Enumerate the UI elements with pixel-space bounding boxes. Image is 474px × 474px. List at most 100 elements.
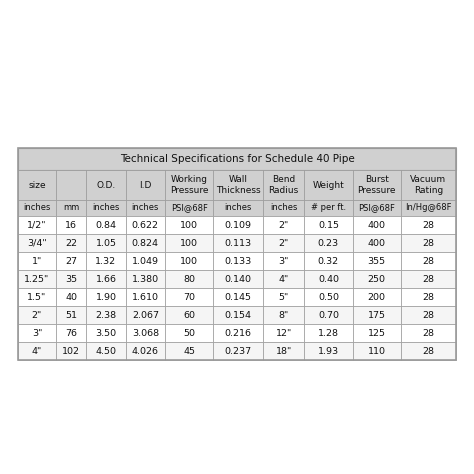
FancyBboxPatch shape xyxy=(56,288,86,306)
FancyBboxPatch shape xyxy=(86,216,126,234)
Text: 0.133: 0.133 xyxy=(225,256,252,265)
FancyBboxPatch shape xyxy=(56,200,86,216)
FancyBboxPatch shape xyxy=(18,200,56,216)
Text: 16: 16 xyxy=(65,220,77,229)
FancyBboxPatch shape xyxy=(401,288,456,306)
FancyBboxPatch shape xyxy=(304,324,353,342)
Text: 40: 40 xyxy=(65,292,77,301)
Text: 0.32: 0.32 xyxy=(318,256,339,265)
FancyBboxPatch shape xyxy=(165,252,213,270)
Text: 175: 175 xyxy=(368,310,386,319)
Text: 2.38: 2.38 xyxy=(95,310,117,319)
Text: Weight: Weight xyxy=(312,181,344,190)
Text: In/Hg@68F: In/Hg@68F xyxy=(405,203,452,212)
FancyBboxPatch shape xyxy=(165,324,213,342)
Text: 12": 12" xyxy=(275,328,292,337)
FancyBboxPatch shape xyxy=(263,324,304,342)
Text: 50: 50 xyxy=(183,328,195,337)
Text: 400: 400 xyxy=(368,238,386,247)
Text: 80: 80 xyxy=(183,274,195,283)
FancyBboxPatch shape xyxy=(18,306,56,324)
Text: PSI@68F: PSI@68F xyxy=(171,203,208,212)
Text: 0.154: 0.154 xyxy=(225,310,252,319)
FancyBboxPatch shape xyxy=(401,306,456,324)
Text: inches: inches xyxy=(92,203,119,212)
Text: 1.5": 1.5" xyxy=(27,292,46,301)
FancyBboxPatch shape xyxy=(401,324,456,342)
Text: 4": 4" xyxy=(279,274,289,283)
Text: 100: 100 xyxy=(180,220,198,229)
FancyBboxPatch shape xyxy=(213,288,263,306)
Text: 0.140: 0.140 xyxy=(225,274,252,283)
FancyBboxPatch shape xyxy=(304,288,353,306)
Text: 2": 2" xyxy=(279,220,289,229)
FancyBboxPatch shape xyxy=(56,252,86,270)
Text: 4": 4" xyxy=(32,346,42,356)
Text: 0.109: 0.109 xyxy=(225,220,252,229)
FancyBboxPatch shape xyxy=(86,288,126,306)
Text: 1": 1" xyxy=(32,256,42,265)
FancyBboxPatch shape xyxy=(263,270,304,288)
FancyBboxPatch shape xyxy=(401,200,456,216)
FancyBboxPatch shape xyxy=(126,270,165,288)
FancyBboxPatch shape xyxy=(213,252,263,270)
Text: 0.237: 0.237 xyxy=(225,346,252,356)
Text: 76: 76 xyxy=(65,328,77,337)
FancyBboxPatch shape xyxy=(213,306,263,324)
Text: 3.068: 3.068 xyxy=(132,328,159,337)
FancyBboxPatch shape xyxy=(401,252,456,270)
FancyBboxPatch shape xyxy=(56,324,86,342)
Text: 35: 35 xyxy=(65,274,77,283)
FancyBboxPatch shape xyxy=(165,306,213,324)
Text: inches: inches xyxy=(23,203,51,212)
FancyBboxPatch shape xyxy=(263,216,304,234)
FancyBboxPatch shape xyxy=(401,170,456,200)
Text: 0.15: 0.15 xyxy=(318,220,339,229)
Text: 355: 355 xyxy=(368,256,386,265)
FancyBboxPatch shape xyxy=(165,234,213,252)
FancyBboxPatch shape xyxy=(56,342,86,360)
Text: 1/2": 1/2" xyxy=(27,220,46,229)
Text: 0.84: 0.84 xyxy=(95,220,117,229)
Text: 5": 5" xyxy=(279,292,289,301)
Text: 0.622: 0.622 xyxy=(132,220,159,229)
Text: Wall
Thickness: Wall Thickness xyxy=(216,175,261,195)
FancyBboxPatch shape xyxy=(126,324,165,342)
FancyBboxPatch shape xyxy=(213,200,263,216)
FancyBboxPatch shape xyxy=(401,342,456,360)
FancyBboxPatch shape xyxy=(18,234,56,252)
Text: 2": 2" xyxy=(32,310,42,319)
Text: 1.25": 1.25" xyxy=(24,274,49,283)
FancyBboxPatch shape xyxy=(263,170,304,200)
FancyBboxPatch shape xyxy=(165,288,213,306)
FancyBboxPatch shape xyxy=(304,252,353,270)
Text: 102: 102 xyxy=(62,346,80,356)
FancyBboxPatch shape xyxy=(304,234,353,252)
Text: 1.049: 1.049 xyxy=(132,256,159,265)
FancyBboxPatch shape xyxy=(86,200,126,216)
FancyBboxPatch shape xyxy=(126,306,165,324)
Text: 1.05: 1.05 xyxy=(95,238,117,247)
FancyBboxPatch shape xyxy=(353,252,401,270)
Text: I.D: I.D xyxy=(139,181,152,190)
Text: size: size xyxy=(28,181,46,190)
Text: 22: 22 xyxy=(65,238,77,247)
Text: 8": 8" xyxy=(279,310,289,319)
Text: 4.50: 4.50 xyxy=(95,346,117,356)
FancyBboxPatch shape xyxy=(353,216,401,234)
FancyBboxPatch shape xyxy=(165,170,213,200)
FancyBboxPatch shape xyxy=(353,200,401,216)
FancyBboxPatch shape xyxy=(56,234,86,252)
FancyBboxPatch shape xyxy=(18,288,56,306)
Text: 45: 45 xyxy=(183,346,195,356)
FancyBboxPatch shape xyxy=(353,170,401,200)
Text: 0.145: 0.145 xyxy=(225,292,252,301)
FancyBboxPatch shape xyxy=(126,342,165,360)
FancyBboxPatch shape xyxy=(165,342,213,360)
FancyBboxPatch shape xyxy=(263,288,304,306)
FancyBboxPatch shape xyxy=(86,270,126,288)
Text: PSI@68F: PSI@68F xyxy=(358,203,395,212)
Text: 60: 60 xyxy=(183,310,195,319)
FancyBboxPatch shape xyxy=(165,216,213,234)
FancyBboxPatch shape xyxy=(86,170,126,200)
